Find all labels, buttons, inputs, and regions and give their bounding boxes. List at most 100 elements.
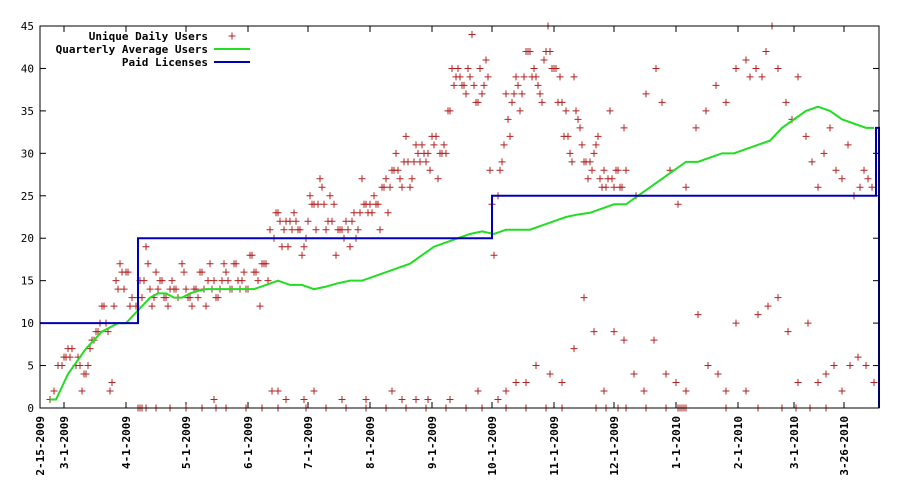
y-tick-label: 30 <box>21 147 34 160</box>
daily-users-point <box>388 387 396 395</box>
daily-users-point <box>408 175 416 183</box>
daily-users-point <box>418 141 426 149</box>
daily-users-point <box>330 200 338 208</box>
x-tick-label: 11-1-2009 <box>548 416 561 476</box>
daily-users-point <box>416 158 424 166</box>
daily-users-point <box>490 251 498 259</box>
daily-users-point <box>754 311 762 319</box>
daily-users-point <box>224 277 232 285</box>
x-tick-label: 7-1-2009 <box>302 416 315 469</box>
daily-users-point <box>412 396 420 404</box>
daily-users-point <box>78 387 86 395</box>
daily-users-point <box>392 149 400 157</box>
daily-users-point <box>342 217 350 225</box>
daily-users-point <box>600 387 608 395</box>
daily-users-point <box>358 175 366 183</box>
daily-users-point <box>256 302 264 310</box>
daily-users-point <box>682 183 690 191</box>
daily-users-point <box>500 141 508 149</box>
daily-users-point <box>412 141 420 149</box>
daily-users-point <box>252 268 260 276</box>
daily-users-point <box>310 387 318 395</box>
daily-users-point <box>456 73 464 81</box>
daily-users-point <box>146 285 154 293</box>
daily-users-point <box>366 200 374 208</box>
daily-users-point <box>124 268 132 276</box>
daily-users-point <box>292 217 300 225</box>
daily-users-point <box>512 379 520 387</box>
daily-users-point <box>758 73 766 81</box>
daily-users-point <box>262 260 270 268</box>
daily-users-point <box>396 175 404 183</box>
daily-users-point <box>206 260 214 268</box>
daily-users-point <box>220 260 228 268</box>
daily-users-point <box>586 158 594 166</box>
daily-users-point <box>516 107 524 115</box>
daily-users-point <box>362 396 370 404</box>
daily-users-point <box>590 328 598 336</box>
daily-users-point <box>460 81 468 89</box>
daily-users-point <box>682 387 690 395</box>
daily-users-point <box>446 107 454 115</box>
daily-users-point <box>454 64 462 72</box>
daily-users-point <box>86 345 94 353</box>
daily-users-point <box>82 370 90 378</box>
daily-users-point <box>620 336 628 344</box>
daily-users-point <box>864 175 872 183</box>
daily-users-point <box>532 73 540 81</box>
x-axis-ticks: 2-15-2009 3-1-2009 4-1-2009 5-1-2009 6-1-200… <box>34 26 851 476</box>
daily-users-point <box>814 183 822 191</box>
daily-users-point <box>296 226 304 234</box>
x-tick-label: 2-1-2010 <box>732 416 745 469</box>
daily-users-point <box>164 302 172 310</box>
daily-users-point <box>608 175 616 183</box>
daily-users-point <box>222 268 230 276</box>
daily-users-point <box>66 353 74 361</box>
daily-users-point <box>348 217 356 225</box>
daily-users-point <box>126 302 134 310</box>
daily-users-point <box>826 124 834 132</box>
daily-users-point <box>374 200 382 208</box>
daily-users-point <box>300 396 308 404</box>
x-tick-label: 4-1-2009 <box>120 416 133 469</box>
daily-users-point <box>746 73 754 81</box>
daily-users-point <box>552 64 560 72</box>
daily-users-point <box>424 149 432 157</box>
daily-users-point <box>642 90 650 98</box>
daily-users-point <box>580 294 588 302</box>
daily-users-point <box>606 107 614 115</box>
daily-users-point <box>218 277 226 285</box>
daily-users-point <box>264 277 272 285</box>
daily-users-point <box>814 379 822 387</box>
daily-users-point <box>120 285 128 293</box>
daily-users-point <box>148 302 156 310</box>
daily-users-point <box>568 158 576 166</box>
daily-users-point <box>610 328 618 336</box>
daily-users-point <box>512 73 520 81</box>
x-tick-label: 6-1-2009 <box>242 416 255 469</box>
daily-users-point <box>578 141 586 149</box>
daily-users-point <box>546 370 554 378</box>
daily-users-point <box>674 200 682 208</box>
daily-users-point <box>822 370 830 378</box>
legend-label-paid: Paid Licenses <box>122 56 208 69</box>
daily-users-point <box>610 183 618 191</box>
daily-users-point <box>398 396 406 404</box>
daily-users-point <box>94 328 102 336</box>
y-tick-label: 10 <box>21 317 34 330</box>
daily-users-point <box>106 387 114 395</box>
daily-users-point <box>440 141 448 149</box>
daily-users-point <box>144 260 152 268</box>
daily-users-point <box>712 81 720 89</box>
daily-users-point <box>158 277 166 285</box>
daily-users-point <box>742 387 750 395</box>
y-axis-ticks: 0 5 10 15 20 25 30 35 40 45 <box>21 20 879 415</box>
daily-users-point <box>406 183 414 191</box>
y-tick-label: 15 <box>21 275 34 288</box>
plot-frame <box>39 25 880 409</box>
daily-users-point <box>290 209 298 217</box>
daily-users-point <box>318 183 326 191</box>
daily-users-point <box>652 64 660 72</box>
daily-users-point <box>592 141 600 149</box>
